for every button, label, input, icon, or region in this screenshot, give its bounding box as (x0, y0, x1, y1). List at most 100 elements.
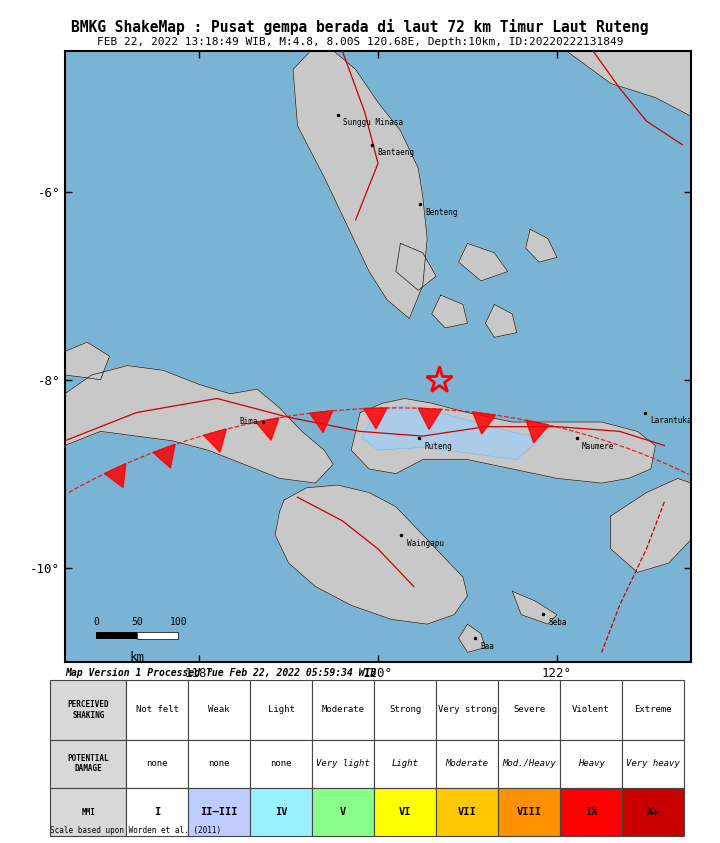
Text: IX: IX (585, 807, 598, 817)
Text: MMI: MMI (81, 808, 95, 817)
Polygon shape (65, 342, 109, 379)
Text: Extreme: Extreme (634, 706, 672, 714)
Polygon shape (459, 244, 508, 281)
Text: Weak: Weak (209, 706, 230, 714)
Bar (312, 739, 374, 788)
Bar (560, 680, 622, 739)
Text: II–III: II–III (200, 807, 238, 817)
Bar (126, 788, 188, 836)
Text: Ruteng: Ruteng (425, 442, 452, 451)
Polygon shape (396, 244, 436, 290)
Text: Larantuka: Larantuka (650, 416, 692, 426)
Text: none: none (209, 760, 230, 768)
Text: Bima: Bima (240, 417, 258, 427)
Polygon shape (293, 51, 427, 319)
Bar (50, 739, 126, 788)
Text: I: I (154, 807, 161, 817)
Polygon shape (104, 464, 126, 487)
Polygon shape (65, 366, 333, 483)
Bar (126, 739, 188, 788)
Text: Very light: Very light (316, 760, 370, 768)
Text: Map Version 1 Processed Tue Feb 22, 2022 05:59:34 WIB: Map Version 1 Processed Tue Feb 22, 2022… (65, 668, 376, 678)
Polygon shape (364, 408, 387, 429)
Polygon shape (485, 304, 517, 337)
Bar (251, 788, 312, 836)
Text: Violent: Violent (572, 706, 610, 714)
Bar (436, 739, 498, 788)
Bar (138, 632, 179, 639)
Text: VI: VI (399, 807, 411, 817)
Text: Bantaeng: Bantaeng (377, 148, 414, 158)
Text: Waingapu: Waingapu (407, 539, 444, 548)
Text: Very heavy: Very heavy (626, 760, 680, 768)
Bar (622, 739, 684, 788)
Text: Not felt: Not felt (136, 706, 179, 714)
Text: 100: 100 (170, 617, 187, 627)
Bar (126, 680, 188, 739)
Text: FEB 22, 2022 13:18:49 WIB, M:4.8, 8.00S 120.68E, Depth:10km, ID:20220222131849: FEB 22, 2022 13:18:49 WIB, M:4.8, 8.00S … (96, 37, 624, 47)
Text: 50: 50 (132, 617, 143, 627)
Bar (560, 739, 622, 788)
Bar (498, 739, 560, 788)
Polygon shape (526, 420, 549, 443)
Text: Sunggu Minasa: Sunggu Minasa (343, 118, 403, 127)
Bar (188, 788, 251, 836)
Bar (436, 788, 498, 836)
Text: Moderate: Moderate (322, 706, 364, 714)
Bar (188, 739, 251, 788)
Text: Seba: Seba (548, 618, 567, 626)
Text: Benteng: Benteng (426, 207, 458, 217)
Text: Severe: Severe (513, 706, 545, 714)
Text: X+: X+ (647, 807, 660, 817)
Text: Light: Light (268, 706, 294, 714)
Text: Heavy: Heavy (577, 760, 605, 768)
Text: Very strong: Very strong (438, 706, 497, 714)
Text: VIII: VIII (516, 807, 541, 817)
Text: Scale based upon Worden et al. (2011): Scale based upon Worden et al. (2011) (50, 825, 222, 835)
Bar (251, 739, 312, 788)
Polygon shape (351, 399, 655, 483)
Text: Mod./Heavy: Mod./Heavy (503, 760, 556, 768)
Text: VII: VII (458, 807, 477, 817)
Bar (622, 680, 684, 739)
Bar (622, 788, 684, 836)
Text: V: V (340, 807, 346, 817)
Polygon shape (472, 412, 495, 434)
Polygon shape (275, 485, 467, 624)
Polygon shape (418, 408, 441, 429)
Polygon shape (204, 429, 226, 452)
Text: Moderate: Moderate (446, 760, 489, 768)
Text: Light: Light (392, 760, 418, 768)
Text: Strong: Strong (389, 706, 421, 714)
Bar (50, 680, 126, 739)
Bar (498, 680, 560, 739)
Bar (96, 632, 138, 639)
Text: 0: 0 (93, 617, 99, 627)
Bar (312, 680, 374, 739)
Text: BMKG ShakeMap : Pusat gempa berada di laut 72 km Timur Laut Ruteng: BMKG ShakeMap : Pusat gempa berada di la… (71, 19, 649, 35)
Bar (498, 788, 560, 836)
Text: none: none (271, 760, 292, 768)
Polygon shape (526, 229, 557, 262)
Bar (188, 680, 251, 739)
Polygon shape (310, 411, 333, 432)
Bar (436, 680, 498, 739)
Polygon shape (362, 406, 544, 459)
Bar (374, 739, 436, 788)
Text: IV: IV (275, 807, 287, 817)
Bar (251, 680, 312, 739)
Polygon shape (512, 591, 557, 624)
Bar (312, 788, 374, 836)
Text: Baa: Baa (480, 642, 494, 651)
Polygon shape (566, 51, 691, 116)
Bar (560, 788, 622, 836)
Polygon shape (153, 444, 175, 468)
Text: km: km (130, 652, 145, 664)
Bar (50, 788, 126, 836)
Polygon shape (256, 418, 279, 440)
Text: POTENTIAL
DAMAGE: POTENTIAL DAMAGE (68, 754, 109, 773)
Polygon shape (611, 478, 691, 572)
Text: Maumere: Maumere (582, 442, 614, 451)
Polygon shape (459, 624, 485, 652)
Bar (374, 680, 436, 739)
